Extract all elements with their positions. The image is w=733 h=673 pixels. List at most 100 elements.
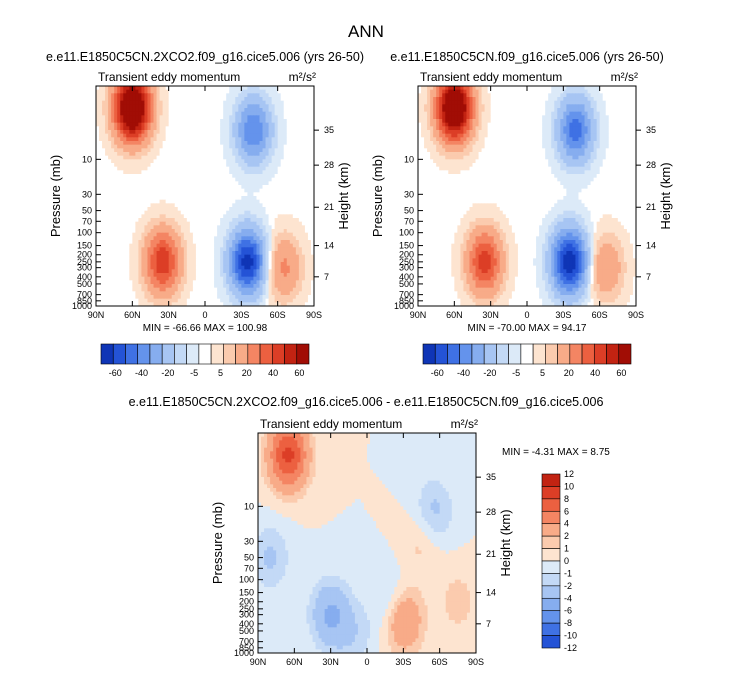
colorbar-label: 1 [564,544,569,554]
x-tick-label: 60S [432,657,448,667]
y-tick-label: 700 [399,290,414,300]
y-tick-label: 30 [244,536,254,546]
contour-field [96,86,315,307]
colorbar-label: 5 [540,368,545,378]
colorbar-label: -1 [564,568,572,578]
y-tick-label: 300 [77,263,92,273]
colorbar: -60 -40 -20 -5 5 20 40 60 [422,343,632,378]
y-right-axis-title: Height (km) [498,509,513,576]
y-right-tick-label: 28 [324,160,334,170]
y-tick-label: 400 [239,619,254,629]
y-tick-label: 250 [77,257,92,267]
colorbar: -60 -40 -20 -5 5 20 40 60 [100,343,310,378]
colorbar-label: -20 [161,368,174,378]
y-tick-label: 700 [77,290,92,300]
y-right-tick-label: 14 [486,588,496,598]
y-tick-label: 200 [239,597,254,607]
y-right-tick-label: 35 [324,125,334,135]
x-tick-label: 60N [286,657,303,667]
colorbar-label: -40 [457,368,470,378]
y-right-tick-label: 28 [486,507,496,517]
colorbar-label: -40 [135,368,148,378]
colorbar-label: 4 [564,519,569,529]
y-right-axis-title: Height (km) [336,162,351,229]
y-tick-label: 150 [239,588,254,598]
colorbar-label: 40 [590,368,600,378]
y-tick-label: 30 [82,189,92,199]
y-right-tick-label: 14 [324,241,334,251]
panel-title: e.e11.E1850C5CN.f09_g16.cice5.006 (yrs 2… [390,50,664,64]
y-tick-label: 50 [244,553,254,563]
panel-title: e.e11.E1850C5CN.2XCO2.f09_g16.cice5.006 … [46,50,364,64]
y-tick-label: 250 [239,604,254,614]
x-tick-label: 30S [233,310,249,320]
x-tick-label: 90N [250,657,267,667]
contour-field [418,86,637,307]
units-label: m²/s² [451,417,478,431]
y-axis-title: Pressure (mb) [370,155,385,237]
colorbar-label: 2 [564,531,569,541]
x-tick-label: 0 [364,657,369,667]
colorbar-label: -6 [564,606,572,616]
y-tick-label: 500 [77,279,92,289]
y-tick-label: 150 [399,241,414,251]
colorbar-label: 60 [616,368,626,378]
y-right-tick-label: 7 [646,272,651,282]
y-tick-label: 850 [239,643,254,653]
colorbar-label: 12 [564,469,574,479]
x-tick-label: 60N [446,310,463,320]
y-right-tick-label: 28 [646,160,656,170]
panel-title: e.e11.E1850C5CN.2XCO2.f09_g16.cice5.006 … [129,395,604,409]
min-max-stats: MIN = -4.31 MAX = 8.75 [502,447,610,458]
colorbar-label: -8 [564,618,572,628]
y-tick-label: 150 [77,241,92,251]
units-label: m²/s² [289,70,316,84]
colorbar-label: 60 [294,368,304,378]
y-tick-label: 30 [404,189,414,199]
x-tick-label: 60S [270,310,286,320]
y-tick-label: 400 [77,272,92,282]
y-tick-label: 700 [239,637,254,647]
y-tick-label: 10 [82,154,92,164]
y-tick-label: 10 [404,154,414,164]
y-tick-label: 10 [244,501,254,511]
y-tick-label: 850 [399,296,414,306]
y-tick-label: 50 [82,206,92,216]
y-tick-label: 200 [399,250,414,260]
y-tick-label: 500 [239,626,254,636]
colorbar-label: -60 [431,368,444,378]
colorbar-label: -12 [564,643,577,653]
contour-field [258,433,477,654]
x-tick-label: 0 [524,310,529,320]
y-axis-title: Pressure (mb) [48,155,63,237]
y-tick-label: 100 [77,228,92,238]
colorbar-label: 40 [268,368,278,378]
variable-label: Transient eddy momentum [260,417,402,431]
y-tick-label: 100 [239,575,254,585]
x-tick-label: 30S [555,310,571,320]
colorbar-label: -2 [564,581,572,591]
panel-difference: e.e11.E1850C5CN.2XCO2.f09_g16.cice5.006 … [129,395,611,667]
x-tick-label: 30N [160,310,177,320]
variable-label: Transient eddy momentum [98,70,240,84]
colorbar-label: 20 [564,368,574,378]
figure-title: ANN [348,22,384,41]
colorbar-label: 0 [564,556,569,566]
y-tick-label: 70 [82,216,92,226]
y-right-tick-label: 21 [486,549,496,559]
y-right-tick-label: 21 [646,202,656,212]
panel-top-left: e.e11.E1850C5CN.2XCO2.f09_g16.cice5.006 … [46,50,364,378]
variable-label: Transient eddy momentum [420,70,562,84]
y-tick-label: 70 [404,216,414,226]
x-tick-label: 60S [592,310,608,320]
y-tick-label: 500 [399,279,414,289]
y-right-tick-label: 7 [324,272,329,282]
y-right-tick-label: 35 [486,472,496,482]
y-tick-label: 1000 [394,301,414,311]
x-tick-label: 90S [628,310,644,320]
y-tick-label: 70 [244,563,254,573]
panel-top-right: e.e11.E1850C5CN.f09_g16.cice5.006 (yrs 2… [370,50,673,378]
colorbar-label: -10 [564,631,577,641]
y-tick-label: 850 [77,296,92,306]
